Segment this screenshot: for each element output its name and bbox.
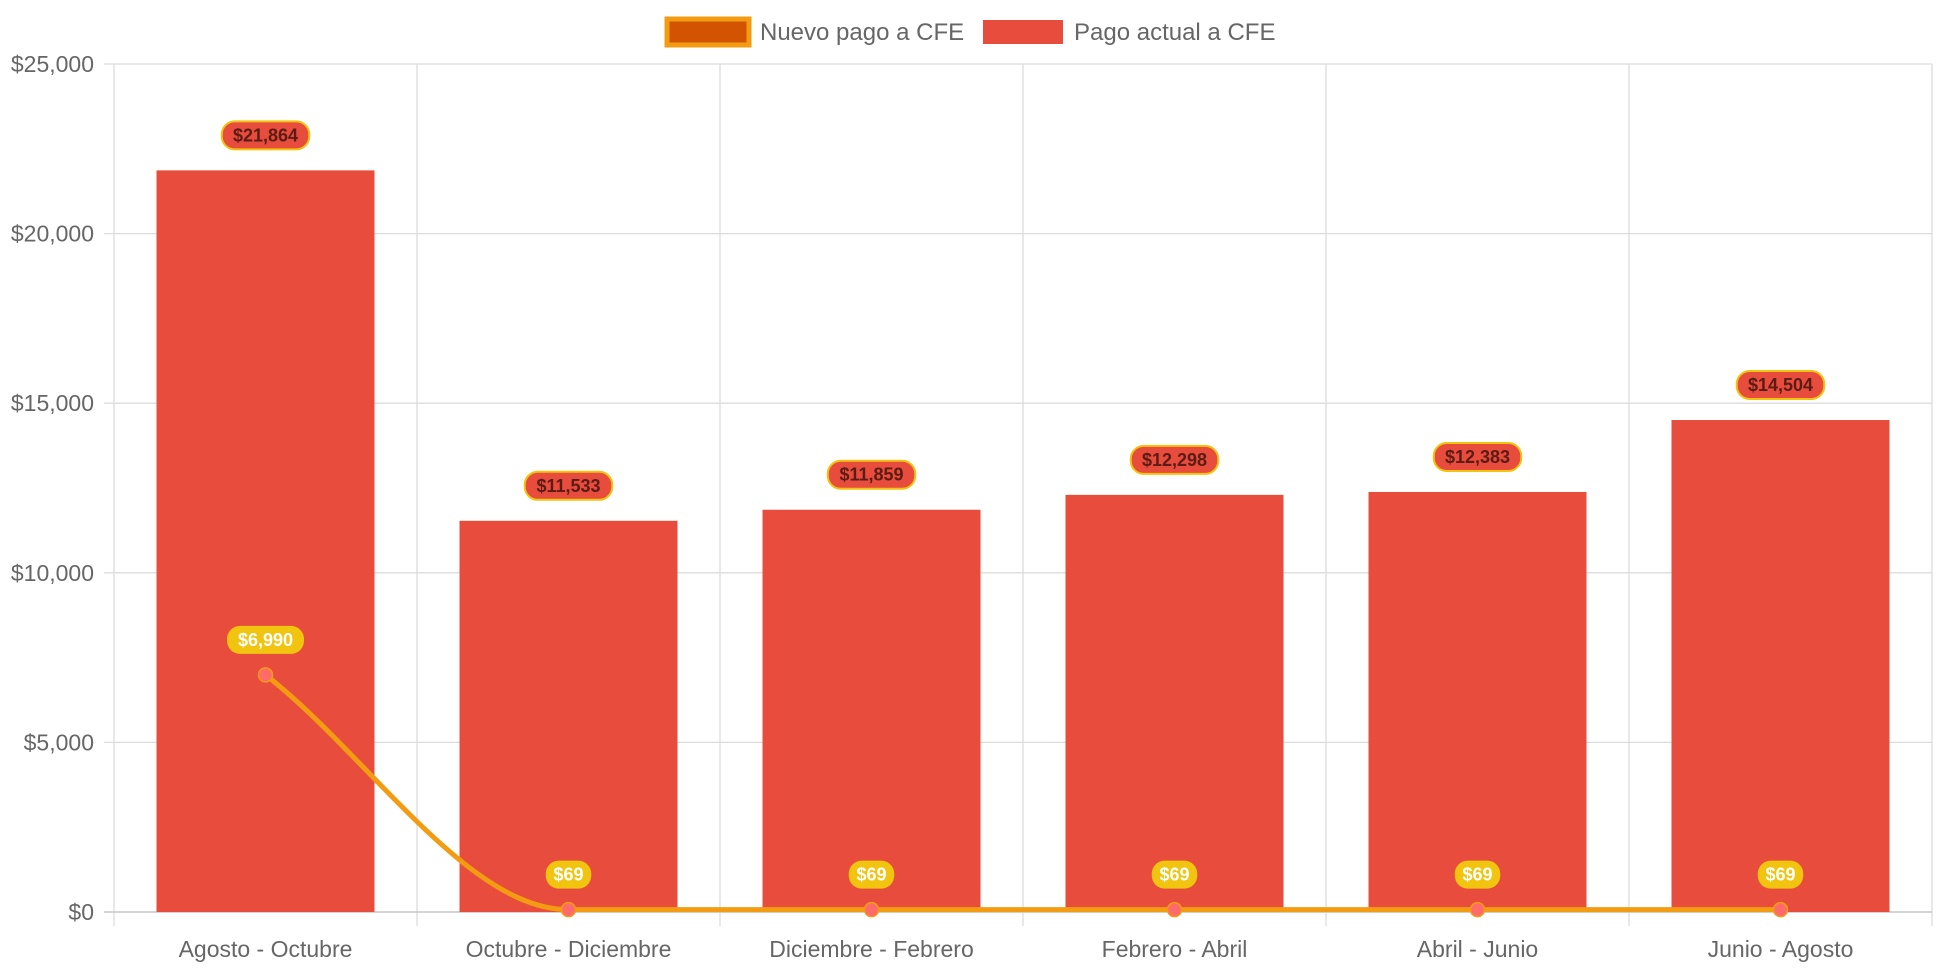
bar-diciembre-febrero[interactable]: [762, 509, 981, 912]
line-value-badge: [1151, 860, 1198, 889]
x-tick-label-agosto-octubre: Agosto - Octubre: [179, 936, 353, 962]
line-value-label: $69: [1159, 865, 1189, 885]
axis-layer: $0 $5,000 $10,000 $15,000 $20,000 $25,000 Agos…: [11, 51, 1932, 962]
legend-label-nuevo-pago: Nuevo pago a CFE: [760, 19, 964, 46]
bar-value-badge: [1129, 444, 1220, 475]
bar-value-badge: [220, 120, 311, 151]
bar-value-badge: [1432, 441, 1523, 472]
line-value-badge: [848, 860, 895, 889]
y-tick-label: $15,000: [11, 390, 94, 416]
line-value-label: $69: [1462, 865, 1492, 885]
line-point-octubre-diciembre[interactable]: [560, 901, 577, 918]
y-tick-label: $25,000: [11, 51, 94, 77]
bar-value-label: $14,504: [1748, 375, 1813, 395]
line-value-badge: [545, 860, 592, 889]
series-line-nuevo-pago: [263, 672, 1783, 913]
line-point-diciembre-febrero[interactable]: [863, 901, 880, 918]
bar-value-label: $11,859: [839, 465, 903, 485]
line-value-badge: [1454, 860, 1501, 889]
bar-junio-agosto[interactable]: [1671, 420, 1890, 912]
bar-value-label: $12,298: [1142, 450, 1207, 470]
x-tick-label-junio-agosto: Junio - Agosto: [1708, 936, 1854, 962]
y-tick-label: $0: [68, 899, 94, 925]
x-tick-label-abril-junio: Abril - Junio: [1417, 936, 1538, 962]
bar-value-badge: [826, 459, 917, 490]
bar-value-label: $11,533: [536, 476, 600, 496]
line-point-junio-agosto[interactable]: [1772, 901, 1789, 918]
line-point-agosto-octubre[interactable]: [257, 667, 274, 683]
legend-item-pago-actual[interactable]: Pago actual a CFE: [983, 19, 1275, 46]
legend-item-nuevo-pago[interactable]: Nuevo pago a CFE: [664, 16, 964, 48]
bar-value-badge: [523, 470, 614, 501]
x-tick-label-octubre-diciembre: Octubre - Diciembre: [466, 936, 672, 962]
line-value-badge: [1757, 860, 1804, 889]
bar-value-badge: [1735, 370, 1826, 401]
line-layer: [257, 667, 1789, 918]
label-layer: $21,864 $11,533 $11,859 $12,298 $12,383 $14,5…: [220, 120, 1826, 889]
legend-label-pago-actual: Pago actual a CFE: [1074, 19, 1275, 46]
y-tick-label: $10,000: [11, 560, 94, 586]
legend: Nuevo pago a CFE Pago actual a CFE: [664, 16, 1275, 48]
bar-octubre-diciembre[interactable]: [459, 520, 678, 912]
y-tick-label: $5,000: [24, 729, 94, 755]
line-value-label: $69: [856, 865, 886, 885]
line-value-label: $69: [553, 865, 583, 885]
bar-febrero-abril[interactable]: [1065, 494, 1284, 912]
bar-value-label: $12,383: [1445, 447, 1510, 467]
line-value-label: $6,990: [238, 630, 293, 650]
bar-agosto-octubre[interactable]: [156, 170, 375, 913]
y-tick-label: $20,000: [11, 221, 94, 247]
bar-layer: [156, 170, 1890, 913]
x-tick-label-diciembre-febrero: Diciembre - Febrero: [769, 936, 974, 962]
grid-layer: [104, 63, 1933, 926]
bar-abril-junio[interactable]: [1368, 491, 1587, 912]
line-value-badge: [227, 625, 304, 654]
line-value-label: $69: [1765, 865, 1795, 885]
x-tick-label-febrero-abril: Febrero - Abril: [1102, 936, 1248, 962]
legend-swatch-nuevo-pago: [664, 16, 752, 48]
legend-swatch-pago-actual: [983, 20, 1063, 44]
bar-value-label: $21,864: [233, 125, 298, 145]
line-point-abril-junio[interactable]: [1469, 901, 1486, 918]
line-point-febrero-abril[interactable]: [1166, 901, 1183, 918]
